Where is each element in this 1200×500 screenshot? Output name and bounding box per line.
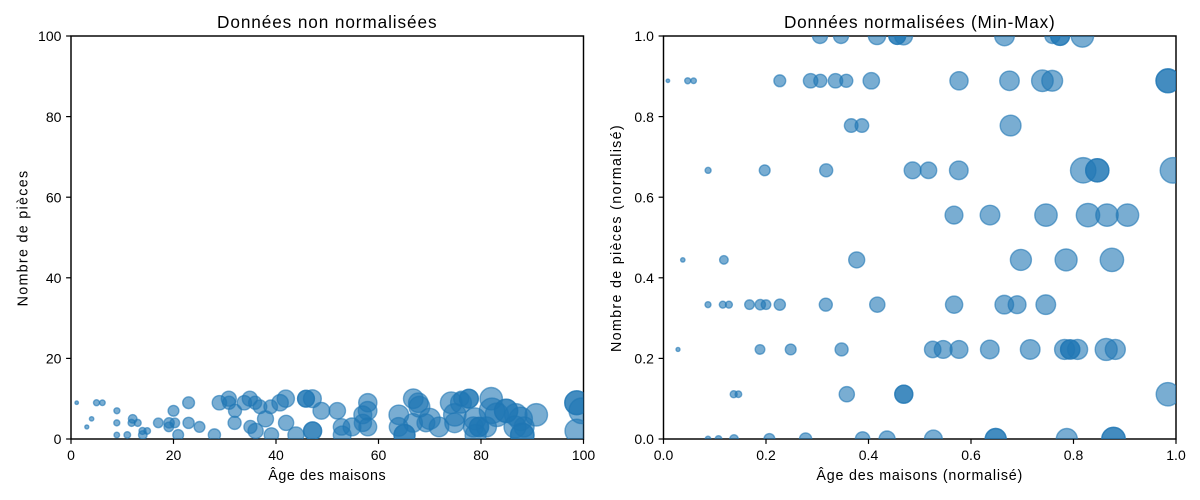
svg-text:0: 0 bbox=[67, 447, 75, 463]
svg-text:80: 80 bbox=[46, 109, 62, 125]
svg-text:0.0: 0.0 bbox=[634, 431, 654, 447]
svg-text:Données normalisées (Min-Max): Données normalisées (Min-Max) bbox=[784, 12, 1056, 32]
svg-text:60: 60 bbox=[371, 447, 387, 463]
svg-text:Nombre de pièces: Nombre de pièces bbox=[16, 170, 32, 307]
svg-text:0.2: 0.2 bbox=[756, 447, 776, 463]
svg-text:0.6: 0.6 bbox=[961, 447, 981, 463]
svg-text:0.6: 0.6 bbox=[634, 189, 654, 205]
svg-text:1.0: 1.0 bbox=[1166, 447, 1186, 463]
svg-text:0.8: 0.8 bbox=[1064, 447, 1084, 463]
svg-text:Nombre de pièces (normalisé): Nombre de pièces (normalisé) bbox=[609, 124, 625, 352]
svg-text:80: 80 bbox=[473, 447, 489, 463]
svg-text:60: 60 bbox=[46, 189, 62, 205]
svg-text:Données non normalisées: Données non normalisées bbox=[217, 12, 437, 32]
svg-text:20: 20 bbox=[166, 447, 182, 463]
svg-text:40: 40 bbox=[268, 447, 284, 463]
svg-text:0.0: 0.0 bbox=[654, 447, 674, 463]
svg-text:100: 100 bbox=[572, 447, 596, 463]
svg-text:40: 40 bbox=[46, 270, 62, 286]
svg-text:0: 0 bbox=[54, 431, 62, 447]
svg-text:0.4: 0.4 bbox=[634, 270, 654, 286]
svg-text:0.8: 0.8 bbox=[634, 109, 654, 125]
svg-text:0.2: 0.2 bbox=[634, 351, 654, 367]
svg-text:20: 20 bbox=[46, 351, 62, 367]
svg-text:0.4: 0.4 bbox=[859, 447, 879, 463]
svg-text:Âge des maisons (normalisé): Âge des maisons (normalisé) bbox=[816, 467, 1023, 484]
svg-text:Âge des maisons: Âge des maisons bbox=[268, 467, 386, 484]
svg-text:100: 100 bbox=[38, 28, 62, 44]
svg-text:1.0: 1.0 bbox=[634, 28, 654, 44]
